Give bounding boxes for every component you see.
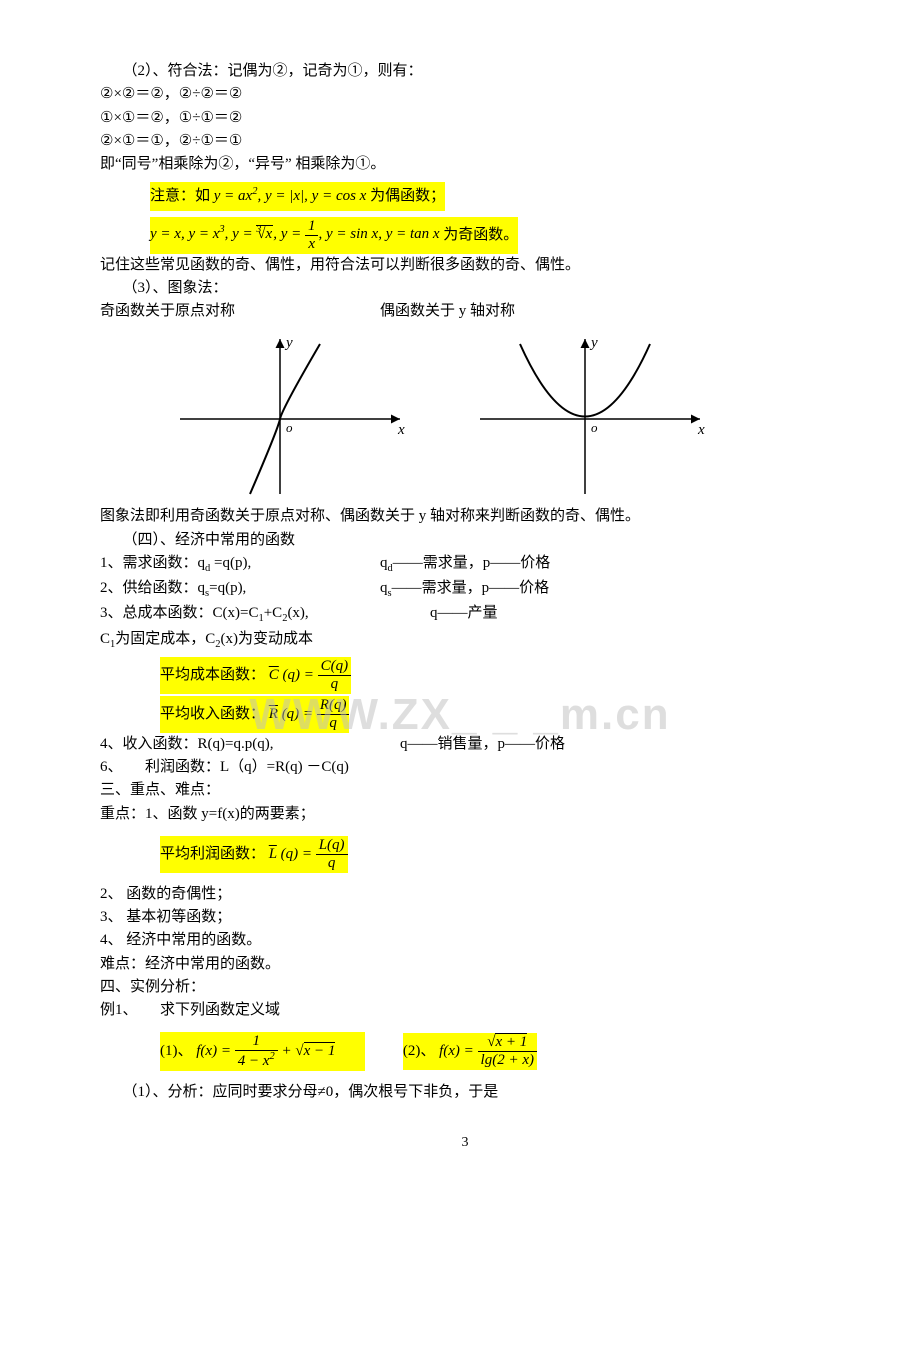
example-heading: 例1、 求下列函数定义域 bbox=[100, 999, 830, 1022]
y-axis-label: y bbox=[284, 335, 293, 351]
paragraph: 记住这些常见函数的奇、偶性，用符合法可以判断很多函数的奇、偶性。 bbox=[100, 254, 830, 277]
math: y = x, y = x3, y = 3√x, y = 1x, y = sin … bbox=[150, 226, 443, 242]
paragraph: 图象法即利用奇函数关于原点对称、偶函数关于 y 轴对称来判断函数的奇、偶性。 bbox=[100, 505, 830, 528]
cost-note: C1为固定成本，C2(x)为变动成本 bbox=[100, 628, 830, 653]
demand-row: 1、需求函数：qd =q(p), qd——需求量，p——价格 bbox=[100, 552, 830, 577]
avg-cost-highlight: 平均成本函数： C (q) = C(q)q bbox=[160, 657, 830, 694]
profit-row: 6、 利润函数：L（q）=R(q) －C(q) bbox=[100, 756, 830, 779]
paragraph: ②×②＝②，②÷②＝② bbox=[100, 83, 830, 106]
paragraph: 难点：经济中常用的函数。 bbox=[100, 953, 830, 976]
text: 注意：如 bbox=[150, 188, 214, 204]
paragraph: （3）、图象法： bbox=[123, 277, 831, 300]
graphs-row: y x o y x o bbox=[160, 329, 830, 499]
paragraph: ②×①＝①，②÷①＝① bbox=[100, 130, 830, 153]
cost-row: 3、总成本函数：C(x)=C1+C2(x), q——产量 bbox=[100, 602, 830, 627]
paragraph: （2）、符合法：记偶为②，记奇为①，则有： bbox=[123, 60, 831, 83]
paragraph: （1）、分析：应同时要求分母≠0，偶次根号下非负，于是 bbox=[123, 1081, 831, 1104]
y-axis-label: y bbox=[589, 335, 598, 351]
paragraph: 3、 基本初等函数； bbox=[100, 906, 830, 929]
section-heading: 四、实例分析： bbox=[100, 976, 830, 999]
example-equations: (1)、 f(x) = 14 − x2 + √x − 1 (2)、 f(x) =… bbox=[160, 1032, 830, 1071]
revenue-row: 4、收入函数：R(q)=q.p(q), q——销售量，p——价格 bbox=[100, 733, 830, 756]
origin-label: o bbox=[286, 420, 293, 435]
x-axis-label: x bbox=[697, 422, 705, 438]
text: 为偶函数； bbox=[370, 188, 445, 204]
odd-function-graph: y x o bbox=[160, 329, 420, 499]
x-axis-label: x bbox=[397, 422, 405, 438]
highlight-block-even: 注意：如 y = ax2, y = |x|, y = cos x 为偶函数； bbox=[150, 182, 830, 210]
origin-label: o bbox=[591, 420, 598, 435]
avg-revenue-highlight: 平均收入函数： R (q) = R(q)q bbox=[160, 696, 830, 733]
section-heading: （四）、经济中常用的函数 bbox=[123, 529, 831, 552]
even-title: 偶函数关于 y 轴对称 bbox=[380, 300, 515, 323]
paragraph: 2、 函数的奇偶性； bbox=[100, 883, 830, 906]
page-number: 3 bbox=[100, 1135, 830, 1151]
paragraph: 重点：1、函数 y=f(x)的两要素； bbox=[100, 803, 830, 826]
supply-row: 2、供给函数：qs=q(p), qs——需求量，p——价格 bbox=[100, 577, 830, 602]
even-function-graph: y x o bbox=[460, 329, 720, 499]
paragraph: 4、 经济中常用的函数。 bbox=[100, 929, 830, 952]
highlight-block-odd: y = x, y = x3, y = 3√x, y = 1x, y = sin … bbox=[150, 217, 830, 254]
paragraph: 即“同号”相乘除为②，“异号” 相乘除为①。 bbox=[100, 153, 830, 176]
avg-profit-highlight: 平均利润函数： L (q) = L(q)q bbox=[160, 836, 830, 873]
document-page: （2）、符合法：记偶为②，记奇为①，则有： ②×②＝②，②÷②＝② ①×①＝②，… bbox=[0, 0, 920, 1360]
section-heading: 三、重点、难点： bbox=[100, 779, 830, 802]
paragraph: ①×①＝②，①÷①＝② bbox=[100, 107, 830, 130]
text: 为奇函数。 bbox=[443, 226, 518, 242]
math: y = ax2, y = |x|, y = cos x bbox=[214, 188, 370, 204]
graph-titles: 奇函数关于原点对称 偶函数关于 y 轴对称 bbox=[100, 300, 830, 323]
odd-title: 奇函数关于原点对称 bbox=[100, 300, 380, 323]
